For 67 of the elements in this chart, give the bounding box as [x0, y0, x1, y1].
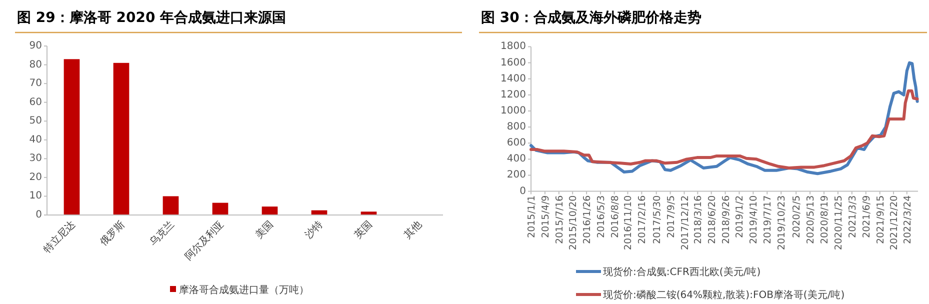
bar — [162, 196, 179, 215]
x-tick-label: 2017/9/5 — [666, 195, 677, 238]
x-tick-label: 2019/7/17 — [762, 195, 774, 244]
x-tick-label: 2016/1/26 — [582, 195, 594, 244]
legend-label: 摩洛哥合成氨进口量（万吨） — [179, 284, 309, 296]
y-tick-label: 50 — [29, 116, 42, 127]
x-tick-label: 2019/10/23 — [776, 195, 788, 250]
x-tick-label: 2021/9/15 — [875, 195, 886, 244]
legend-label: 现货价:磷酸二铵(64%颗粒,散装):FOB摩洛哥(美元/吨) — [603, 289, 845, 301]
x-tick-label: 阿尔及利亚 — [182, 218, 226, 262]
x-tick-label: 2018/3/16 — [693, 195, 704, 244]
y-tick-label: 1800 — [500, 41, 526, 52]
y-tick-label: 20 — [29, 172, 42, 183]
y-tick-label: 0 — [520, 186, 526, 197]
y-tick-label: 30 — [29, 153, 42, 164]
bar — [64, 59, 80, 215]
chart-title: 图 29：摩洛哥 2020 年合成氨进口来源国 — [17, 9, 286, 26]
y-tick-label: 1600 — [500, 57, 526, 68]
legend-label: 现货价:合成氨:CFR西北欧(美元/吨) — [603, 266, 761, 278]
x-tick-label: 2021/12/20 — [889, 195, 900, 250]
x-tick-label: 2019/1/2 — [734, 195, 746, 238]
x-tick-label: 2016/8/8 — [610, 195, 621, 238]
x-tick-label: 2019/4/10 — [748, 195, 760, 244]
y-tick-label: 600 — [506, 138, 526, 149]
x-tick-label: 2015/7/16 — [554, 195, 566, 244]
y-tick-label: 1400 — [500, 73, 526, 84]
y-tick-label: 400 — [506, 154, 526, 165]
x-tick-label: 2018/6/20 — [706, 195, 718, 244]
chart-title: 图 30：合成氨及海外磷肥价格走势 — [481, 10, 702, 26]
y-tick-label: 60 — [29, 96, 42, 108]
x-tick-label: 2015/10/20 — [568, 195, 580, 250]
x-tick-label: 2017/12/12 — [680, 195, 691, 250]
y-tick-label: 1200 — [500, 89, 526, 100]
x-tick-label: 2022/3/24 — [902, 195, 914, 244]
x-tick-label: 2020/8/19 — [819, 195, 830, 244]
y-tick-label: 90 — [29, 40, 42, 52]
x-tick-label: 2021/6/9 — [861, 195, 872, 238]
x-tick-label: 2015/4/9 — [540, 195, 552, 238]
x-tick-label: 乌克兰 — [147, 218, 177, 248]
x-tick-label: 英国 — [352, 218, 375, 242]
x-tick-label: 美国 — [253, 218, 276, 242]
x-tick-label: 沙特 — [302, 218, 326, 242]
x-tick-label: 2016/5/3 — [596, 195, 608, 238]
x-tick-label: 2018/9/26 — [720, 195, 732, 244]
line-series — [530, 89, 919, 170]
y-tick-label: 80 — [29, 59, 42, 70]
y-tick-label: 200 — [506, 170, 526, 181]
y-tick-label: 10 — [29, 190, 42, 202]
bar — [212, 202, 228, 215]
x-tick-label: 2020/11/25 — [833, 195, 844, 250]
y-tick-label: 800 — [506, 122, 526, 133]
x-tick-label: 2017/5/30 — [652, 195, 663, 244]
bar — [113, 62, 130, 215]
bar — [262, 206, 278, 215]
x-tick-label: 其他 — [402, 218, 424, 242]
x-tick-label: 2016/11/10 — [623, 195, 634, 250]
y-tick-label: 1000 — [500, 105, 526, 116]
x-tick-label: 2021/3/3 — [847, 195, 858, 238]
x-tick-label: 2020/5/13 — [806, 195, 817, 244]
x-tick-label: 2017/2/16 — [637, 195, 648, 244]
x-tick-label: 俄罗斯 — [98, 218, 128, 248]
x-tick-label: 2015/1/1 — [526, 195, 538, 238]
y-tick-label: 0 — [36, 210, 42, 220]
x-tick-label: 2020/2/5 — [792, 195, 803, 238]
x-tick-label: 特立尼达 — [41, 218, 78, 256]
y-tick-label: 70 — [29, 78, 42, 90]
y-tick-label: 40 — [29, 134, 42, 146]
